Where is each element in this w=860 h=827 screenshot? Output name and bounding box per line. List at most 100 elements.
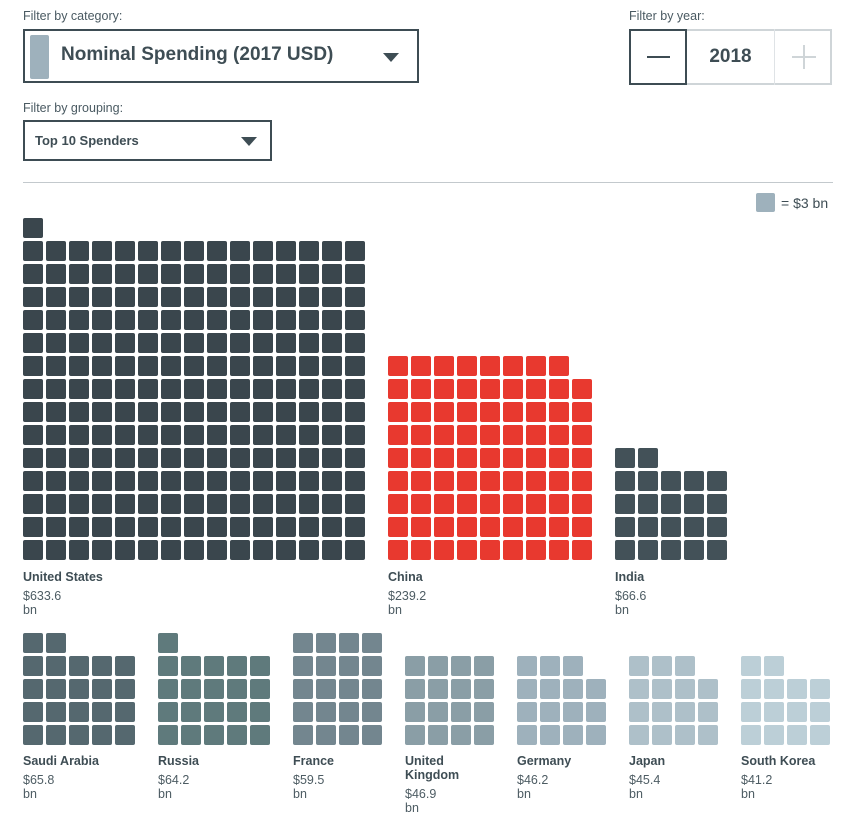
- waffle-square: [161, 517, 181, 537]
- waffle-square: [316, 679, 336, 699]
- waffle-square: [362, 702, 382, 722]
- waffle-square: [115, 679, 135, 699]
- waffle-square: [787, 679, 807, 699]
- waffle-square: [707, 540, 727, 560]
- waffle-square: [526, 494, 546, 514]
- waffle-square: [474, 679, 494, 699]
- waffle-square: [549, 356, 569, 376]
- waffle-square: [345, 310, 365, 330]
- waffle-square: [480, 517, 500, 537]
- waffle-square: [322, 333, 342, 353]
- waffle-square: [517, 656, 537, 676]
- waffle-square: [698, 702, 718, 722]
- waffle-square: [293, 725, 313, 745]
- country-name-label: United States: [23, 570, 103, 584]
- waffle-square: [549, 425, 569, 445]
- waffle-square: [138, 264, 158, 284]
- waffle-square: [92, 287, 112, 307]
- waffle-square: [92, 656, 112, 676]
- waffle-square: [293, 633, 313, 653]
- waffle-square: [661, 517, 681, 537]
- waffle-square: [23, 218, 43, 238]
- waffle-square: [115, 656, 135, 676]
- waffle-square: [207, 356, 227, 376]
- waffle-square: [250, 679, 270, 699]
- waffle-square: [652, 656, 672, 676]
- waffle-square: [253, 333, 273, 353]
- waffle-square: [46, 310, 66, 330]
- waffle-square: [411, 379, 431, 399]
- grouping-select[interactable]: Top 10 Spenders: [23, 120, 272, 161]
- divider: [23, 182, 833, 183]
- waffle-square: [405, 679, 425, 699]
- waffle-square: [299, 333, 319, 353]
- waffle-square: [138, 356, 158, 376]
- waffle-square: [230, 287, 250, 307]
- waffle-square: [707, 517, 727, 537]
- year-decrement-button[interactable]: [629, 29, 687, 85]
- waffle-square: [69, 379, 89, 399]
- waffle-square: [92, 264, 112, 284]
- waffle-square: [92, 241, 112, 261]
- waffle-square: [661, 471, 681, 491]
- waffle-square: [253, 517, 273, 537]
- waffle-square: [526, 540, 546, 560]
- waffle-square: [161, 310, 181, 330]
- waffle-square: [23, 633, 43, 653]
- waffle-square: [741, 679, 761, 699]
- category-select-value: Nominal Spending (2017 USD): [61, 44, 334, 65]
- waffle-square: [184, 333, 204, 353]
- waffle-square: [115, 356, 135, 376]
- waffle-square: [161, 471, 181, 491]
- waffle-square: [480, 448, 500, 468]
- waffle-square: [411, 425, 431, 445]
- waffle-square: [457, 517, 477, 537]
- waffle-square: [586, 725, 606, 745]
- waffle-square: [276, 402, 296, 422]
- waffle-square: [549, 517, 569, 537]
- waffle-square: [158, 702, 178, 722]
- waffle-square: [46, 425, 66, 445]
- waffle-square: [23, 287, 43, 307]
- waffle-square: [345, 448, 365, 468]
- year-increment-button[interactable]: [776, 29, 832, 85]
- waffle-square: [787, 725, 807, 745]
- waffle-square: [299, 448, 319, 468]
- waffle-square: [322, 540, 342, 560]
- waffle-square: [526, 425, 546, 445]
- waffle-square: [46, 540, 66, 560]
- waffle-square: [451, 725, 471, 745]
- waffle-square: [181, 725, 201, 745]
- waffle-square: [46, 633, 66, 653]
- waffle-square: [23, 333, 43, 353]
- waffle-square: [276, 448, 296, 468]
- waffle-square: [526, 448, 546, 468]
- waffle-square: [434, 494, 454, 514]
- waffle-square: [69, 287, 89, 307]
- country-name-label: China: [388, 570, 423, 584]
- country-value-label: $41.2 bn: [741, 773, 773, 801]
- waffle-square: [69, 402, 89, 422]
- waffle-square: [138, 425, 158, 445]
- waffle-square: [434, 425, 454, 445]
- waffle-square: [586, 679, 606, 699]
- waffle-square: [563, 725, 583, 745]
- waffle-square: [184, 379, 204, 399]
- waffle-square: [204, 679, 224, 699]
- waffle-square: [345, 287, 365, 307]
- waffle-square: [115, 540, 135, 560]
- waffle-square: [764, 702, 784, 722]
- waffle-square: [299, 310, 319, 330]
- waffle-square: [293, 702, 313, 722]
- waffle-square: [563, 679, 583, 699]
- waffle-square: [115, 287, 135, 307]
- waffle-square: [184, 264, 204, 284]
- category-select[interactable]: Nominal Spending (2017 USD): [23, 29, 419, 83]
- waffle-square: [69, 494, 89, 514]
- waffle-square: [586, 702, 606, 722]
- waffle-square: [227, 702, 247, 722]
- waffle-square: [158, 679, 178, 699]
- waffle-square: [549, 402, 569, 422]
- waffle-square: [207, 379, 227, 399]
- waffle-square: [250, 656, 270, 676]
